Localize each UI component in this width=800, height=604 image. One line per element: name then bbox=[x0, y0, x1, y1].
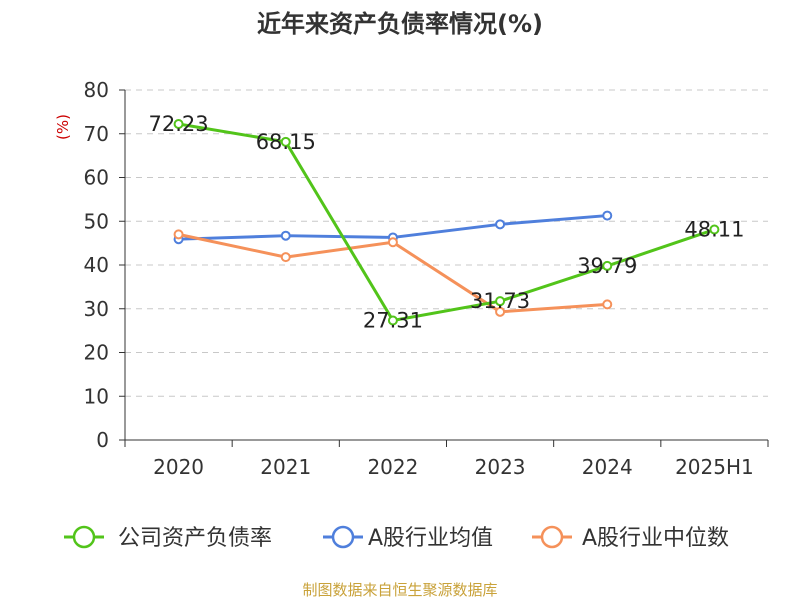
data-point bbox=[387, 237, 398, 248]
x-tick-label: 2020 bbox=[153, 455, 204, 479]
source-note: 制图数据来自恒生聚源数据库 bbox=[302, 581, 497, 599]
data-point bbox=[495, 306, 506, 317]
axes: 0 10 20 30 40 50 60 70 80 2020 2021 2022 2023 2024 202… bbox=[84, 78, 769, 479]
chart-title: 近年来资产负债率情况(%) bbox=[257, 10, 543, 38]
data-point bbox=[280, 230, 291, 241]
legend: 公司资产负债率 A股行业均值 A股行业中位数 bbox=[64, 525, 729, 551]
data-label: 72.23 bbox=[149, 112, 209, 136]
x-tick-label: 2021 bbox=[260, 455, 311, 479]
x-tick-label: 2023 bbox=[475, 455, 526, 479]
y-tick-label: 80 bbox=[84, 78, 109, 102]
data-point bbox=[173, 118, 184, 129]
data-label: 39.79 bbox=[577, 254, 637, 278]
data-point bbox=[495, 219, 506, 230]
y-tick-label: 30 bbox=[84, 297, 109, 321]
data-point bbox=[602, 210, 613, 221]
data-point bbox=[280, 136, 291, 147]
data-point bbox=[602, 299, 613, 310]
data-labels: 72.23 68.15 27.31 31.73 39.79 48.11 bbox=[149, 112, 745, 333]
data-point bbox=[387, 315, 398, 326]
data-point bbox=[709, 224, 720, 235]
data-label: 48.11 bbox=[684, 218, 744, 242]
y-tick-label: 60 bbox=[84, 166, 109, 190]
y-tick-label: 20 bbox=[84, 341, 109, 365]
legend-label: 公司资产负债率 bbox=[118, 526, 272, 551]
y-tick-label: 70 bbox=[84, 122, 109, 146]
x-tick-label: 2022 bbox=[367, 455, 418, 479]
y-tick-label: 40 bbox=[84, 253, 109, 277]
legend-marker bbox=[331, 525, 355, 549]
data-point bbox=[495, 296, 506, 307]
data-point bbox=[280, 252, 291, 263]
data-label: 31.73 bbox=[470, 289, 530, 313]
y-axis-label: (%) bbox=[54, 114, 72, 140]
data-point bbox=[173, 229, 184, 240]
data-point bbox=[602, 260, 613, 271]
y-tick-label: 10 bbox=[84, 384, 109, 408]
y-tick-label: 0 bbox=[96, 428, 109, 452]
legend-marker bbox=[540, 525, 564, 549]
series-lines bbox=[173, 118, 720, 326]
series-line bbox=[178, 122, 715, 323]
data-label: 68.15 bbox=[256, 130, 316, 154]
y-tick-label: 50 bbox=[84, 209, 109, 233]
grid-lines bbox=[125, 89, 768, 397]
legend-label: A股行业中位数 bbox=[582, 526, 729, 551]
legend-marker bbox=[72, 525, 96, 549]
x-tick-label: 2025H1 bbox=[675, 455, 754, 479]
legend-label: A股行业均值 bbox=[368, 526, 493, 551]
data-label: 27.31 bbox=[363, 309, 423, 333]
x-tick-label: 2024 bbox=[582, 455, 633, 479]
